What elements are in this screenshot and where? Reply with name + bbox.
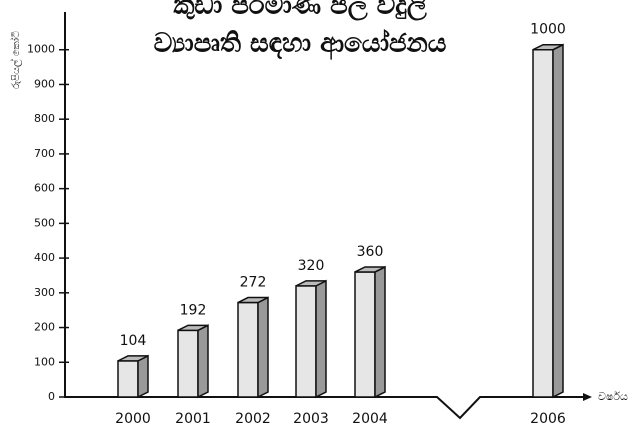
bar-front — [237, 301, 259, 398]
y-tick-label: 700 — [34, 147, 55, 160]
y-tick-label: 500 — [34, 216, 55, 229]
bar-side — [137, 354, 149, 399]
y-tick-label: 300 — [34, 286, 55, 299]
axis-arrow — [583, 393, 592, 401]
bar-side — [315, 279, 327, 399]
x-axis-label: වර්ෂය — [598, 390, 628, 403]
y-tick-label: 100 — [34, 355, 55, 368]
bar-front — [295, 285, 317, 398]
value-label: 192 — [180, 302, 207, 318]
bar-top — [532, 43, 564, 51]
bar-front — [354, 271, 376, 398]
y-tick-label: 200 — [34, 321, 55, 334]
value-label: 320 — [298, 258, 325, 274]
bar-top — [354, 266, 386, 273]
bar-top — [295, 280, 327, 287]
y-tick-label: 600 — [34, 182, 55, 195]
value-label: 1000 — [530, 22, 566, 38]
x-tick-label: 2003 — [293, 411, 329, 427]
bar-side — [374, 265, 386, 399]
bar-side — [552, 43, 564, 399]
bar-front — [532, 48, 554, 398]
bar-top — [237, 296, 269, 304]
y-tick-label: 900 — [34, 77, 55, 90]
bar-side — [257, 296, 269, 399]
y-tick-label: 400 — [34, 251, 55, 264]
y-tick-label: 0 — [48, 390, 55, 403]
y-tick-label: 1000 — [27, 43, 55, 56]
value-label: 360 — [357, 244, 384, 260]
value-label: 272 — [240, 275, 267, 291]
chart-title: කුඩා පරිමාණ ජල විදුලි — [173, 0, 427, 22]
x-tick-label: 2004 — [352, 411, 388, 427]
x-tick-label: 2001 — [175, 411, 211, 427]
axes — [64, 12, 590, 420]
value-label: 104 — [120, 333, 147, 349]
bar-top — [117, 355, 149, 362]
x-tick-label: 2006 — [530, 411, 566, 427]
x-tick-label: 2002 — [235, 411, 271, 427]
y-tick-label: 800 — [34, 112, 55, 125]
bar-top — [177, 324, 209, 332]
chart-title: ව්‍යාපෘති සඳහා ආයෝජනය — [154, 29, 447, 61]
bar-front — [117, 360, 139, 398]
x-tick-label: 2000 — [115, 411, 151, 427]
bar-side — [197, 324, 209, 399]
y-axis-label: රුපියල් කෝටි — [9, 31, 22, 90]
bar-front — [177, 329, 199, 398]
